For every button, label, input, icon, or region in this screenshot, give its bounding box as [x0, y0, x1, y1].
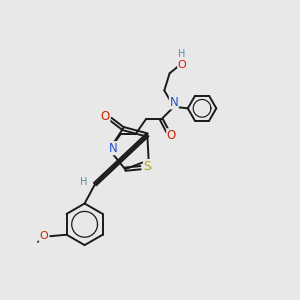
- Text: S: S: [143, 160, 151, 172]
- Text: O: O: [39, 231, 48, 241]
- Text: O: O: [167, 129, 176, 142]
- Text: O: O: [178, 60, 187, 70]
- Text: N: N: [109, 142, 117, 154]
- Text: S: S: [144, 161, 152, 174]
- Text: N: N: [169, 96, 178, 109]
- Text: O: O: [100, 110, 110, 123]
- Text: H: H: [80, 177, 87, 187]
- Text: H: H: [178, 49, 186, 59]
